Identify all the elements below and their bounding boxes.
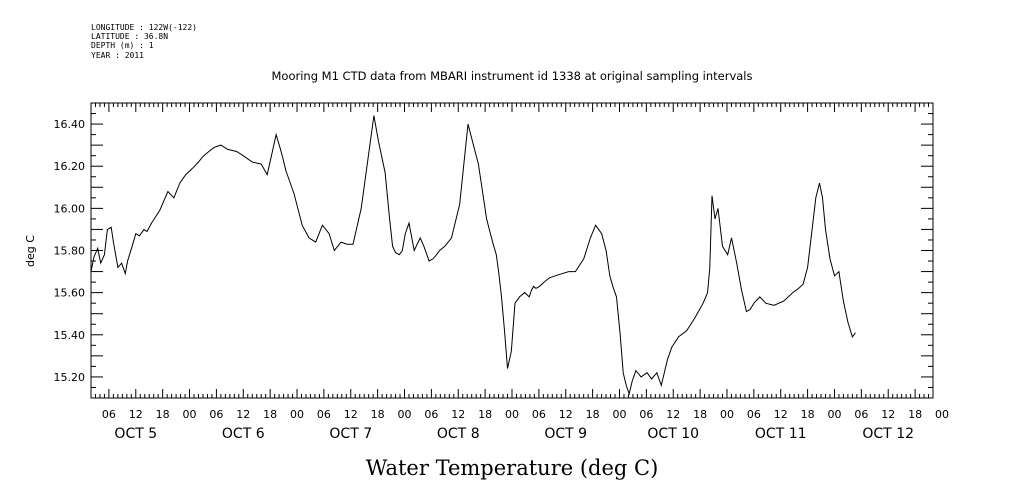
- x-hour-label: 18: [371, 408, 385, 421]
- x-axis: 06 12 18 00 06 12 18 00 06 12 18 00 06 12 18 00 06 12 18 00…: [90, 103, 949, 421]
- y-tick-label: 15.80: [54, 245, 86, 258]
- x-hour-label: 06: [209, 408, 223, 421]
- y-tick-label: 16.20: [54, 160, 86, 173]
- meta-year: YEAR : 2011: [91, 51, 144, 60]
- x-hour-label: 06: [639, 408, 653, 421]
- x-hour-label: 18: [478, 408, 492, 421]
- x-hour-label: 00: [398, 408, 412, 421]
- x-hour-label: 00: [183, 408, 197, 421]
- x-hour-label: 18: [263, 408, 277, 421]
- x-hour-label: 06: [854, 408, 868, 421]
- y-tick-label: 16.40: [54, 118, 86, 131]
- x-hour-label: 18: [908, 408, 922, 421]
- x-day-label: OCT 9: [544, 426, 587, 442]
- x-hour-label: 12: [881, 408, 895, 421]
- x-hour-label: 18: [156, 408, 170, 421]
- x-hour-label: 00: [935, 408, 949, 421]
- meta-latitude: LATITUDE : 36.8N: [91, 32, 168, 41]
- y-axis: 15.20 15.40 15.60 15.80 16.00 16.20 16.40: [54, 102, 933, 399]
- x-hour-label: 12: [559, 408, 573, 421]
- x-hour-label: 00: [720, 408, 734, 421]
- x-day-label: OCT 10: [647, 426, 699, 442]
- x-hour-label: 00: [505, 408, 519, 421]
- x-hour-label: 00: [612, 408, 626, 421]
- x-hour-label: 06: [532, 408, 546, 421]
- x-hour-label: 06: [317, 408, 331, 421]
- x-day-label: OCT 7: [329, 426, 372, 442]
- y-axis-label: deg C: [24, 235, 37, 267]
- chart-title: Mooring M1 CTD data from MBARI instrumen…: [272, 69, 753, 83]
- metadata-block: LONGITUDE : 122W(-122) LATITUDE : 36.8N …: [91, 23, 197, 60]
- x-day-label: OCT 6: [222, 426, 265, 442]
- x-axis-label: Water Temperature (deg C): [366, 456, 659, 480]
- x-hour-label: 06: [424, 408, 438, 421]
- x-hour-label: 12: [451, 408, 465, 421]
- meta-longitude: LONGITUDE : 122W(-122): [91, 23, 197, 32]
- x-hour-label: 00: [827, 408, 841, 421]
- x-hour-label: 12: [344, 408, 358, 421]
- x-day-label: OCT 12: [862, 426, 914, 442]
- y-tick-label: 15.20: [54, 371, 86, 384]
- x-hour-label: 00: [290, 408, 304, 421]
- x-axis-day-labels: OCT 5 OCT 6 OCT 7 OCT 8 OCT 9 OCT 10 OCT 11 OCT…: [114, 426, 914, 442]
- x-hour-label: 06: [747, 408, 761, 421]
- series-line-water-temperature: [90, 115, 856, 396]
- y-tick-label: 15.60: [54, 287, 86, 300]
- x-day-label: OCT 5: [114, 426, 157, 442]
- x-hour-label: 18: [586, 408, 600, 421]
- x-hour-label: 18: [801, 408, 815, 421]
- x-hour-label: 12: [666, 408, 680, 421]
- meta-depth: DEPTH (m) : 1: [91, 41, 154, 50]
- x-hour-label: 12: [236, 408, 250, 421]
- x-hour-label: 18: [693, 408, 707, 421]
- y-tick-label: 16.00: [54, 202, 86, 215]
- y-tick-label: 15.40: [54, 329, 86, 342]
- x-hour-label: 12: [129, 408, 143, 421]
- x-day-label: OCT 11: [755, 426, 807, 442]
- x-hour-label: 12: [774, 408, 788, 421]
- plot-frame: [90, 102, 934, 399]
- x-day-label: OCT 8: [437, 426, 480, 442]
- x-hour-label: 06: [102, 408, 116, 421]
